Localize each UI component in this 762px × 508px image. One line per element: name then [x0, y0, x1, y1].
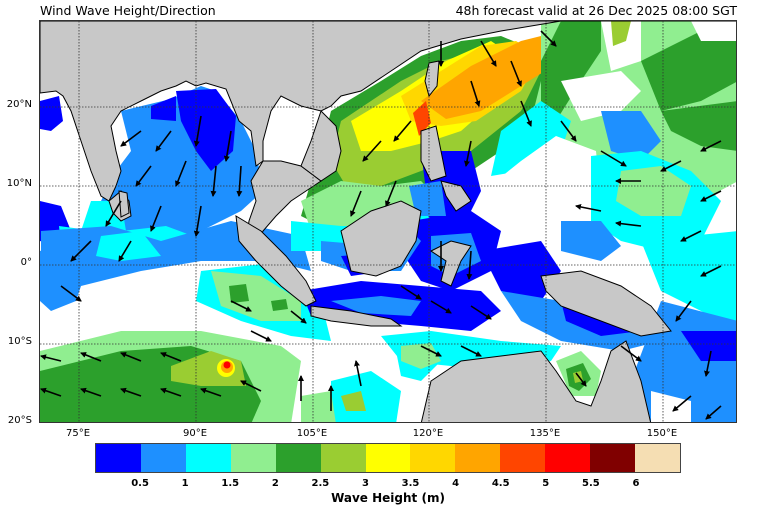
colorbar-segment	[140, 444, 186, 472]
lon-label-90e: 90°E	[182, 428, 208, 439]
colorbar-segment	[365, 444, 411, 472]
lat-label-0: 0°	[20, 257, 32, 268]
colorbar-segment	[410, 444, 456, 472]
colorbar-segment	[320, 444, 366, 472]
colorbar-tick-label: 4.5	[491, 478, 510, 489]
chart-title: Wind Wave Height/Direction	[40, 3, 216, 18]
lon-label-150e: 150°E	[646, 428, 678, 439]
lon-label-75e: 75°E	[65, 428, 91, 439]
lon-label-105e: 105°E	[296, 428, 328, 439]
colorbar-segment	[635, 444, 680, 472]
colorbar-segment	[455, 444, 501, 472]
colorbar-segment	[185, 444, 231, 472]
colorbar-tick-label: 3.5	[401, 478, 420, 489]
colorbar-tick-label: 5.5	[581, 478, 600, 489]
lat-label-20n: 20°N	[6, 99, 32, 110]
colorbar-tick-label: 2	[271, 478, 279, 489]
colorbar-tick-label: 5	[542, 478, 550, 489]
colorbar-tick-label: 0.5	[131, 478, 149, 489]
lon-label-135e: 135°E	[529, 428, 561, 439]
colorbar-segment	[230, 444, 276, 472]
land	[40, 21, 736, 422]
wave-direction-arrows	[40, 30, 722, 420]
wave-map	[40, 21, 736, 422]
colorbar-segment	[590, 444, 636, 472]
colorbar-tick-label: 2.5	[311, 478, 330, 489]
colorbar-segment	[500, 444, 546, 472]
colorbar-tick-label: 6	[632, 478, 640, 489]
colorbar-tick-label: 4	[452, 478, 460, 489]
map-plot	[39, 20, 737, 423]
colorbar-segment	[96, 444, 141, 472]
lat-label-20s: 20°S	[7, 415, 32, 426]
lon-label-120e: 120°E	[412, 428, 444, 439]
gridlines	[40, 21, 736, 422]
colorbar-tick-label: 3	[361, 478, 369, 489]
colorbar-segment	[545, 444, 591, 472]
forecast-time: 48h forecast valid at 26 Dec 2025 08:00 …	[455, 3, 737, 18]
colorbar-tick-label: 1	[181, 478, 189, 489]
colorbar-tick-label: 1.5	[221, 478, 240, 489]
colorbar-segment	[275, 444, 321, 472]
lat-label-10s: 10°S	[7, 336, 32, 347]
colorbar-title: Wave Height (m)	[331, 491, 445, 505]
colorbar	[95, 443, 681, 473]
lat-label-10n: 10°N	[6, 178, 32, 189]
